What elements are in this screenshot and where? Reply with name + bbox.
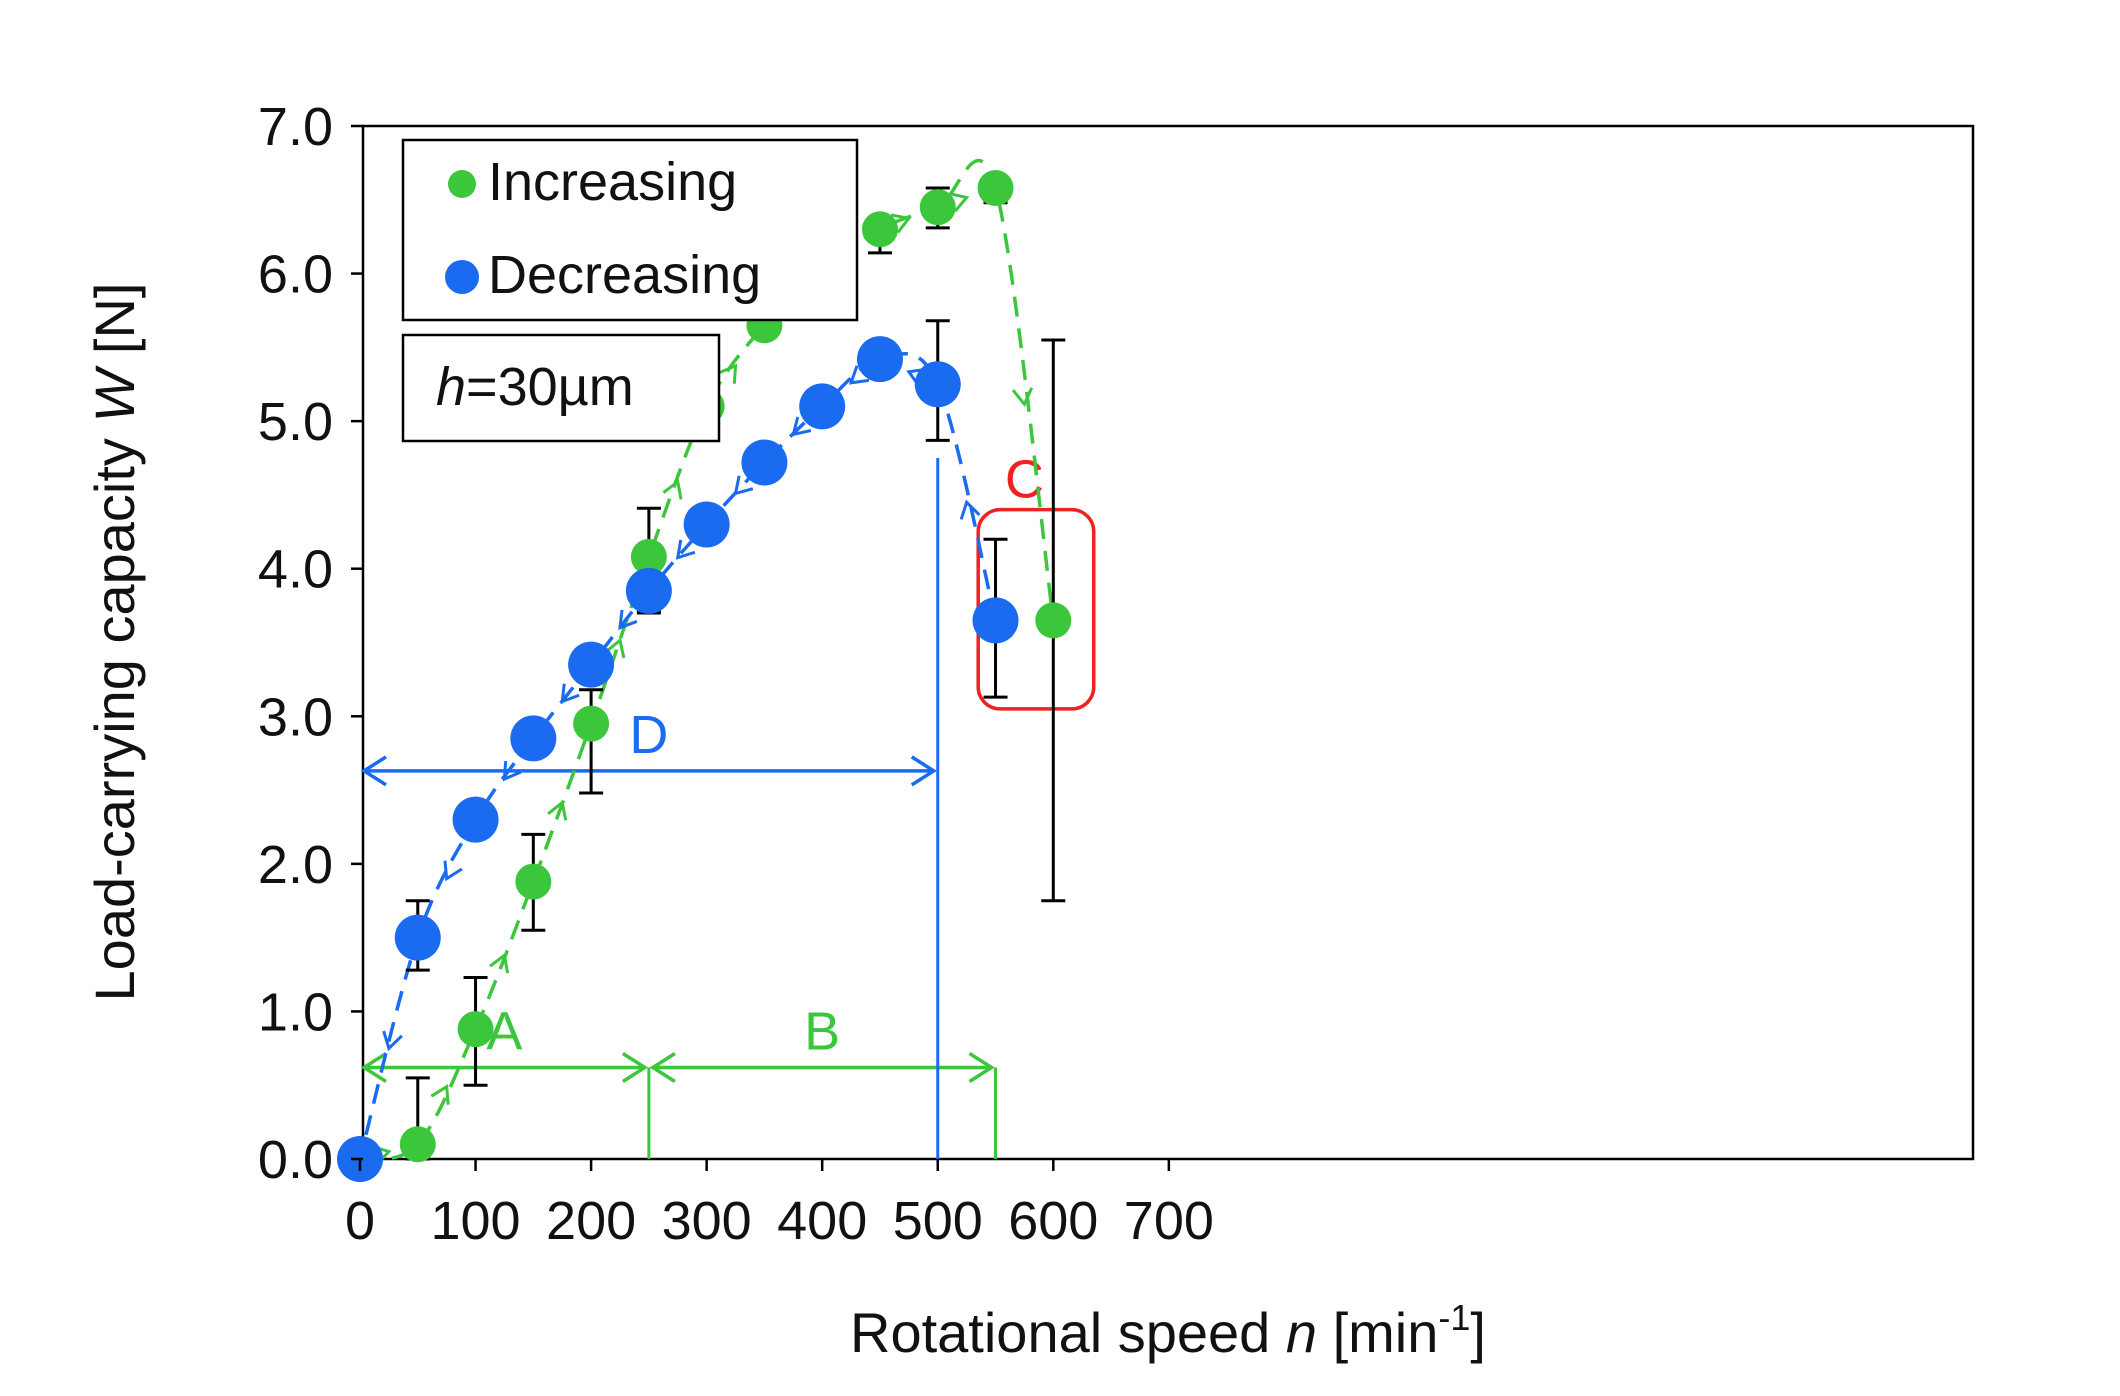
x-tick-label: 500 [893, 1191, 983, 1251]
series-line-decreasing [358, 352, 998, 1160]
legend-marker-increasing [448, 170, 476, 198]
data-point-decreasing [568, 641, 615, 688]
x-tick-label: 600 [1008, 1191, 1098, 1251]
legend-label-decreasing: Decreasing [488, 245, 761, 305]
data-point-decreasing [625, 567, 672, 614]
direction-arrow-decreasing [733, 475, 754, 496]
direction-arrow-increasing [547, 799, 568, 821]
annotation-b-label: B [804, 1002, 840, 1062]
data-points-layer [337, 169, 1072, 1182]
annotation-b-head-left [649, 1052, 676, 1083]
direction-arrow-decreasing [791, 416, 812, 437]
data-point-decreasing [741, 439, 788, 486]
annotation-b-head-right [968, 1052, 995, 1083]
data-point-increasing [399, 1126, 436, 1163]
direction-arrow-increasing [605, 637, 626, 659]
condition-box: h=30µm [401, 333, 721, 443]
data-point-increasing [573, 705, 610, 742]
data-point-decreasing [972, 597, 1019, 644]
direction-arrow-decreasing [848, 365, 870, 385]
annotation-d-head-left [360, 755, 387, 787]
y-axis-label: Load-carrying capacity W [N] [83, 283, 146, 1002]
data-point-increasing [1035, 602, 1072, 639]
direction-arrow-decreasing [502, 760, 522, 782]
condition-value: =30µm [466, 357, 634, 417]
data-point-decreasing [510, 715, 557, 762]
annotation-a-head-right [621, 1052, 649, 1083]
data-point-increasing [457, 1011, 494, 1048]
y-tick-label: 1.0 [258, 982, 333, 1042]
series-line-increasing [359, 158, 1056, 1161]
direction-arrow-decreasing [959, 499, 981, 520]
data-point-increasing [919, 189, 956, 226]
y-tick-label: 4.0 [258, 540, 333, 600]
y-tick-label: 0.0 [258, 1130, 333, 1190]
direction-arrow-increasing [948, 192, 970, 213]
legend-label-increasing: Increasing [488, 152, 737, 212]
annotation-a-head-left [360, 1052, 387, 1083]
legend-box [401, 138, 859, 322]
y-tick-label: 7.0 [258, 97, 333, 157]
condition-variable: h [436, 357, 466, 417]
data-point-increasing [515, 863, 552, 900]
direction-arrow-increasing [489, 952, 510, 974]
x-tick-label: 300 [662, 1191, 752, 1251]
annotation-d-label: D [629, 705, 668, 765]
direction-arrow-increasing [890, 213, 912, 234]
data-point-increasing [861, 211, 898, 248]
x-axis-label: Rotational speed n [min-1] [850, 1297, 1486, 1364]
direction-arrow-decreasing [382, 1030, 403, 1052]
legend-marker-decreasing [445, 260, 479, 294]
axis-layer: 0 100 200 300 400 500 600 700 0.0 1.0 2.0 3.0 4.0 5.0… [258, 97, 1214, 1251]
annotation-d-head-right [910, 755, 938, 787]
direction-arrow-increasing [662, 478, 683, 500]
annotation-c-label: C [1005, 450, 1044, 510]
x-tick-label: 700 [1124, 1191, 1214, 1251]
data-point-increasing [977, 169, 1014, 206]
x-tick-label: 400 [777, 1191, 867, 1251]
legend: Increasing Decreasing [401, 138, 859, 322]
y-tick-label: 6.0 [258, 245, 333, 305]
direction-arrow-decreasing [675, 539, 696, 560]
data-point-decreasing [452, 796, 499, 843]
direction-arrow-increasing [430, 1084, 450, 1105]
annotation-layer: A BCD [360, 450, 1096, 1159]
y-tick-label: 3.0 [258, 687, 333, 747]
x-tick-label: 0 [345, 1191, 375, 1251]
direction-arrow-decreasing [443, 860, 463, 882]
data-point-decreasing [914, 361, 961, 408]
x-tick-label: 200 [546, 1191, 636, 1251]
data-point-decreasing [799, 383, 846, 430]
y-tick-label: 5.0 [258, 392, 333, 452]
direction-arrow-increasing [1011, 387, 1034, 408]
condition-label: h=30µm [436, 357, 634, 417]
data-point-decreasing [394, 914, 441, 961]
condition-box-frame [401, 333, 721, 443]
x-tick-label: 100 [430, 1191, 520, 1251]
y-tick-label: 2.0 [258, 835, 333, 895]
direction-arrow-decreasing [618, 609, 638, 631]
data-point-decreasing [683, 501, 730, 548]
data-point-decreasing [856, 336, 903, 383]
direction-arrow-increasing [718, 363, 738, 384]
direction-arrow-decreasing [560, 683, 580, 704]
data-point-increasing [630, 538, 667, 575]
